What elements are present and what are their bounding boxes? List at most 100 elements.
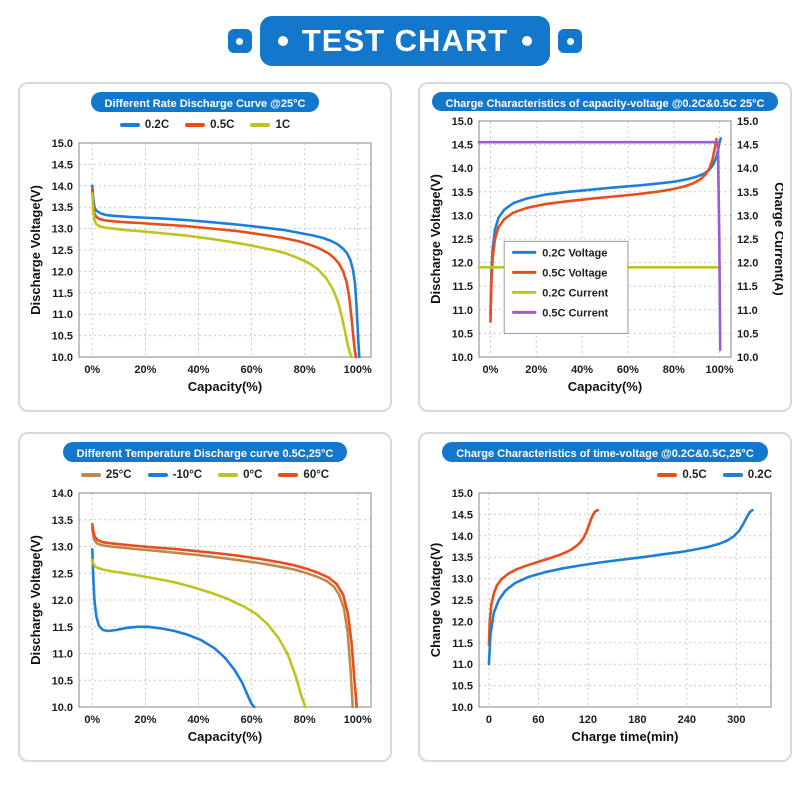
legend-item: 1C	[250, 119, 290, 131]
svg-text:100%: 100%	[344, 714, 372, 726]
svg-text:0.2C Current: 0.2C Current	[542, 287, 608, 299]
svg-text:13.5: 13.5	[52, 515, 73, 527]
legend-item: 0°C	[218, 469, 262, 481]
legend-item: 0.2C	[119, 118, 170, 131]
chart-plot: 10.0 10.5 11.0 11.5 12.0 12.5 13.0 13.5 14.0 14.5…	[427, 485, 783, 752]
header-deco-right	[558, 29, 583, 53]
svg-text:14.5: 14.5	[452, 509, 473, 521]
chart-canvas: 10.0 10.0 10.5 10.5 11.0 11.0 11.5 11.5 12.0 12.0…	[428, 116, 787, 394]
chart-legend: 0.2C 0.5C 1C	[28, 116, 382, 133]
svg-text:10.0: 10.0	[52, 352, 73, 364]
svg-text:13.5: 13.5	[737, 187, 758, 199]
svg-text:80%: 80%	[294, 714, 316, 726]
svg-text:0%: 0%	[483, 364, 499, 376]
svg-text:13.0: 13.0	[737, 210, 758, 222]
svg-text:10.0: 10.0	[452, 352, 473, 364]
chart-title: Different Temperature Discharge curve 0.…	[62, 442, 348, 463]
chart-canvas: 10.0 10.5 11.0 11.5 12.0 12.5 13.0 13.5 14.0 14.5…	[28, 138, 372, 394]
header-deco-left	[227, 29, 252, 53]
legend-item: 0.5C	[657, 469, 707, 481]
legend-label: 0.2C	[144, 118, 170, 131]
svg-text:14.5: 14.5	[52, 159, 73, 171]
legend-swatch	[119, 122, 140, 127]
svg-text:60: 60	[532, 714, 544, 726]
svg-text:10.0: 10.0	[52, 702, 73, 714]
svg-text:20%: 20%	[525, 364, 547, 376]
svg-text:12.0: 12.0	[52, 266, 73, 278]
svg-text:300: 300	[727, 714, 745, 726]
svg-text:11.0: 11.0	[52, 309, 73, 321]
svg-text:14.5: 14.5	[737, 140, 758, 152]
svg-text:10.5: 10.5	[452, 328, 473, 340]
svg-text:14.0: 14.0	[52, 488, 73, 500]
page-title: TEST CHART	[301, 23, 509, 58]
svg-text:12.5: 12.5	[52, 245, 73, 257]
svg-text:10.0: 10.0	[737, 352, 758, 364]
page-header: TEST CHART	[18, 16, 792, 66]
svg-text:14.0: 14.0	[452, 163, 473, 175]
svg-text:240: 240	[678, 714, 696, 726]
chart-grid: Different Rate Discharge Curve @25°C 0.2…	[18, 82, 792, 762]
svg-text:14.0: 14.0	[737, 163, 758, 175]
legend-swatch	[250, 122, 271, 127]
svg-text:11.5: 11.5	[737, 281, 758, 293]
svg-text:20%: 20%	[134, 364, 156, 376]
svg-text:60%: 60%	[241, 364, 263, 376]
legend-label: 25°C	[105, 468, 132, 481]
svg-text:11.5: 11.5	[452, 638, 473, 650]
svg-text:12.5: 12.5	[737, 234, 758, 246]
chart-plot: 10.0 10.5 11.0 11.5 12.0 12.5 13.0 13.5 14.0 0% 20…	[27, 485, 383, 752]
svg-text:80%: 80%	[663, 364, 685, 376]
svg-text:12.0: 12.0	[737, 258, 758, 270]
legend-label: 0°C	[243, 468, 263, 481]
legend-item: 25°C	[80, 468, 132, 481]
svg-text:12.0: 12.0	[452, 616, 473, 628]
svg-text:11.0: 11.0	[52, 649, 73, 661]
svg-text:15.0: 15.0	[737, 116, 758, 128]
svg-text:14.0: 14.0	[52, 181, 73, 193]
bullet-icon	[566, 37, 574, 45]
svg-text:13.0: 13.0	[452, 210, 473, 222]
svg-text:100%: 100%	[705, 364, 733, 376]
svg-text:11.5: 11.5	[452, 281, 473, 293]
svg-text:12.5: 12.5	[52, 568, 73, 580]
svg-text:0%: 0%	[84, 714, 100, 726]
svg-text:Discharge Voltage(V): Discharge Voltage(V)	[28, 185, 43, 315]
svg-text:10.5: 10.5	[737, 328, 758, 340]
svg-text:Discharge Voltage(V): Discharge Voltage(V)	[428, 174, 443, 304]
svg-text:40%: 40%	[571, 364, 593, 376]
chart-card-rate-discharge: Different Rate Discharge Curve @25°C 0.2…	[18, 82, 392, 412]
svg-text:12.5: 12.5	[452, 234, 473, 246]
svg-text:0.5C Voltage: 0.5C Voltage	[542, 267, 607, 279]
svg-text:10.5: 10.5	[52, 331, 73, 343]
svg-text:0: 0	[486, 714, 492, 726]
svg-text:Capacity(%): Capacity(%)	[188, 729, 262, 744]
svg-text:13.0: 13.0	[52, 542, 73, 554]
chart-card-capacity-voltage: Charge Characteristics of capacity-volta…	[418, 82, 792, 412]
chart-card-time-voltage: Charge Characteristics of time-voltage @…	[418, 432, 792, 762]
svg-text:13.5: 13.5	[52, 202, 73, 214]
svg-text:13.5: 13.5	[452, 187, 473, 199]
chart-title: Different Rate Discharge Curve @25°C	[90, 92, 320, 113]
bullet-icon	[522, 36, 533, 46]
chart-canvas: 10.0 10.5 11.0 11.5 12.0 12.5 13.0 13.5 14.0 0% 20…	[28, 488, 372, 744]
legend-swatch	[147, 472, 168, 477]
svg-text:80%: 80%	[294, 364, 316, 376]
svg-text:15.0: 15.0	[52, 138, 73, 150]
svg-text:11.5: 11.5	[52, 622, 73, 634]
bullet-icon	[236, 37, 244, 45]
chart-title: Charge Characteristics of capacity-volta…	[431, 92, 779, 111]
svg-text:11.5: 11.5	[52, 288, 73, 300]
svg-text:40%: 40%	[187, 714, 209, 726]
svg-text:13.0: 13.0	[52, 224, 73, 236]
legend-swatch	[657, 472, 678, 477]
chart-canvas: 10.0 10.5 11.0 11.5 12.0 12.5 13.0 13.5 14.0 14.5…	[428, 488, 772, 744]
legend-label: 0.2C	[747, 468, 772, 481]
svg-text:Charge Current(A): Charge Current(A)	[772, 182, 783, 295]
legend-item: -10°C	[147, 469, 202, 481]
svg-text:14.5: 14.5	[452, 140, 473, 152]
svg-text:0%: 0%	[84, 364, 100, 376]
svg-text:120: 120	[579, 714, 597, 726]
svg-text:180: 180	[628, 714, 646, 726]
legend-item: 0.2C	[722, 468, 772, 481]
